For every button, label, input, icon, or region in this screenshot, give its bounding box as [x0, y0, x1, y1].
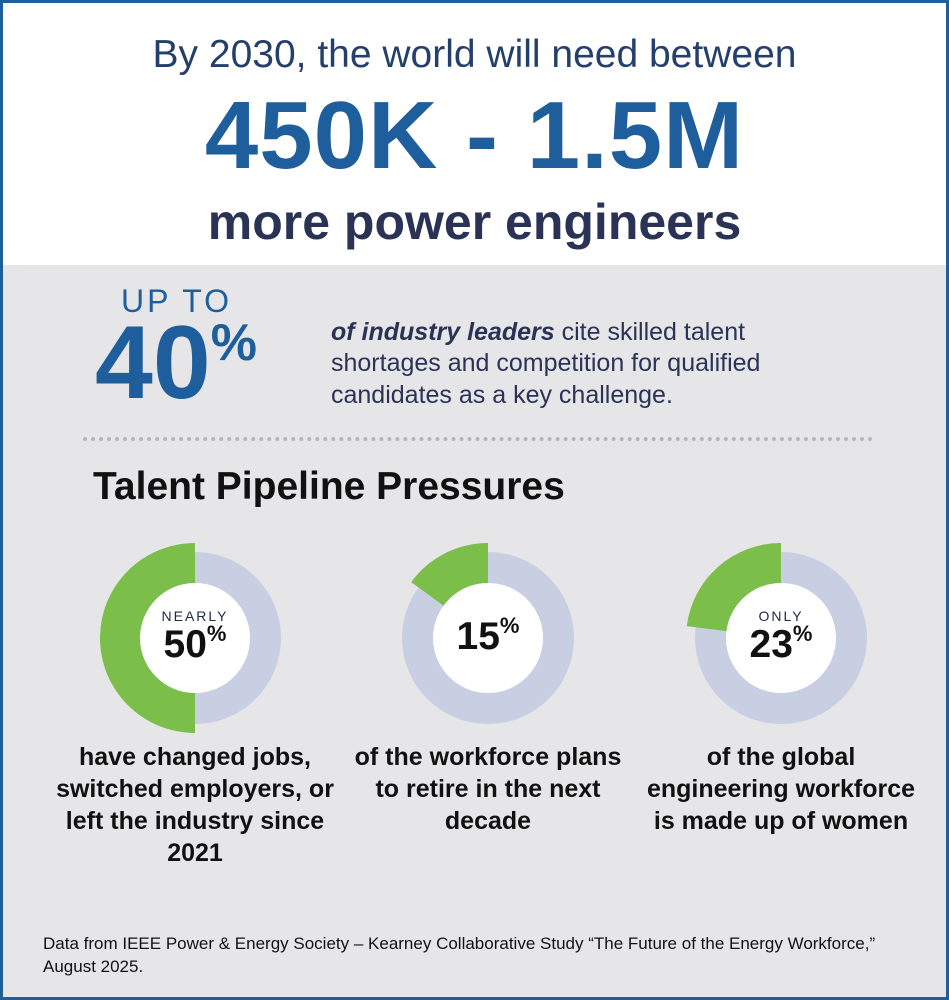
source-footnote: Data from IEEE Power & Energy Society – …: [43, 934, 876, 976]
donut-value-label-1: 50%: [50, 621, 340, 667]
donut-center-2: [433, 583, 543, 693]
donut-value-label-2: 15%: [343, 613, 633, 659]
donut-value-1: 50: [163, 623, 207, 666]
forty-percent-stat: 40%: [95, 311, 257, 415]
dotted-divider: [83, 437, 873, 441]
subheadline: more power engineers: [207, 194, 742, 250]
donut-description-2: of the workforce plans to retire in the …: [354, 743, 622, 835]
section-title: Talent Pipeline Pressures: [93, 465, 565, 508]
up-to-label: UP TO: [121, 283, 233, 319]
stat-qualifier-1: NEARLY: [161, 608, 229, 624]
stat-description-rest: cite skilled talent shortages and compet…: [331, 318, 761, 409]
stat-percent-sign: %: [210, 314, 257, 372]
top-banner: By 2030, the world will need between 450…: [3, 3, 946, 265]
donut-unit-2: %: [499, 613, 520, 638]
engineer-range: 450K - 1.5M: [204, 82, 745, 189]
donut-column-2: 15% of the workforce plans to retire in …: [343, 543, 633, 913]
donut-column-3: ONLY 23% of the global engineering workf…: [636, 543, 926, 913]
donut-chart-1: [100, 543, 281, 733]
donut-value-3: 23: [749, 623, 793, 666]
stat-description: of industry leaders cite skilled talent …: [331, 317, 851, 411]
stat-description-lead: of industry leaders: [331, 318, 555, 346]
donut-chart-2: [402, 543, 574, 724]
stat-number: 40: [95, 305, 211, 421]
headline: By 2030, the world will need between: [152, 33, 797, 76]
stat-qualifier-3: ONLY: [758, 608, 804, 624]
donut-chart-3: [686, 543, 867, 724]
donut-value-2: 15: [456, 615, 500, 658]
donut-description-3: of the global engineering workforce is m…: [646, 743, 916, 835]
donut-unit-1: %: [206, 621, 227, 646]
donut-center-1: [140, 583, 250, 693]
donut-column-1: NEARLY 50% have changed jobs, switched e…: [50, 543, 340, 913]
donut-center-3: [726, 583, 836, 693]
donut-description-1: have changed jobs, switched employers, o…: [56, 743, 334, 867]
donut-value-label-3: 23%: [636, 621, 926, 667]
donut-unit-3: %: [792, 621, 813, 646]
